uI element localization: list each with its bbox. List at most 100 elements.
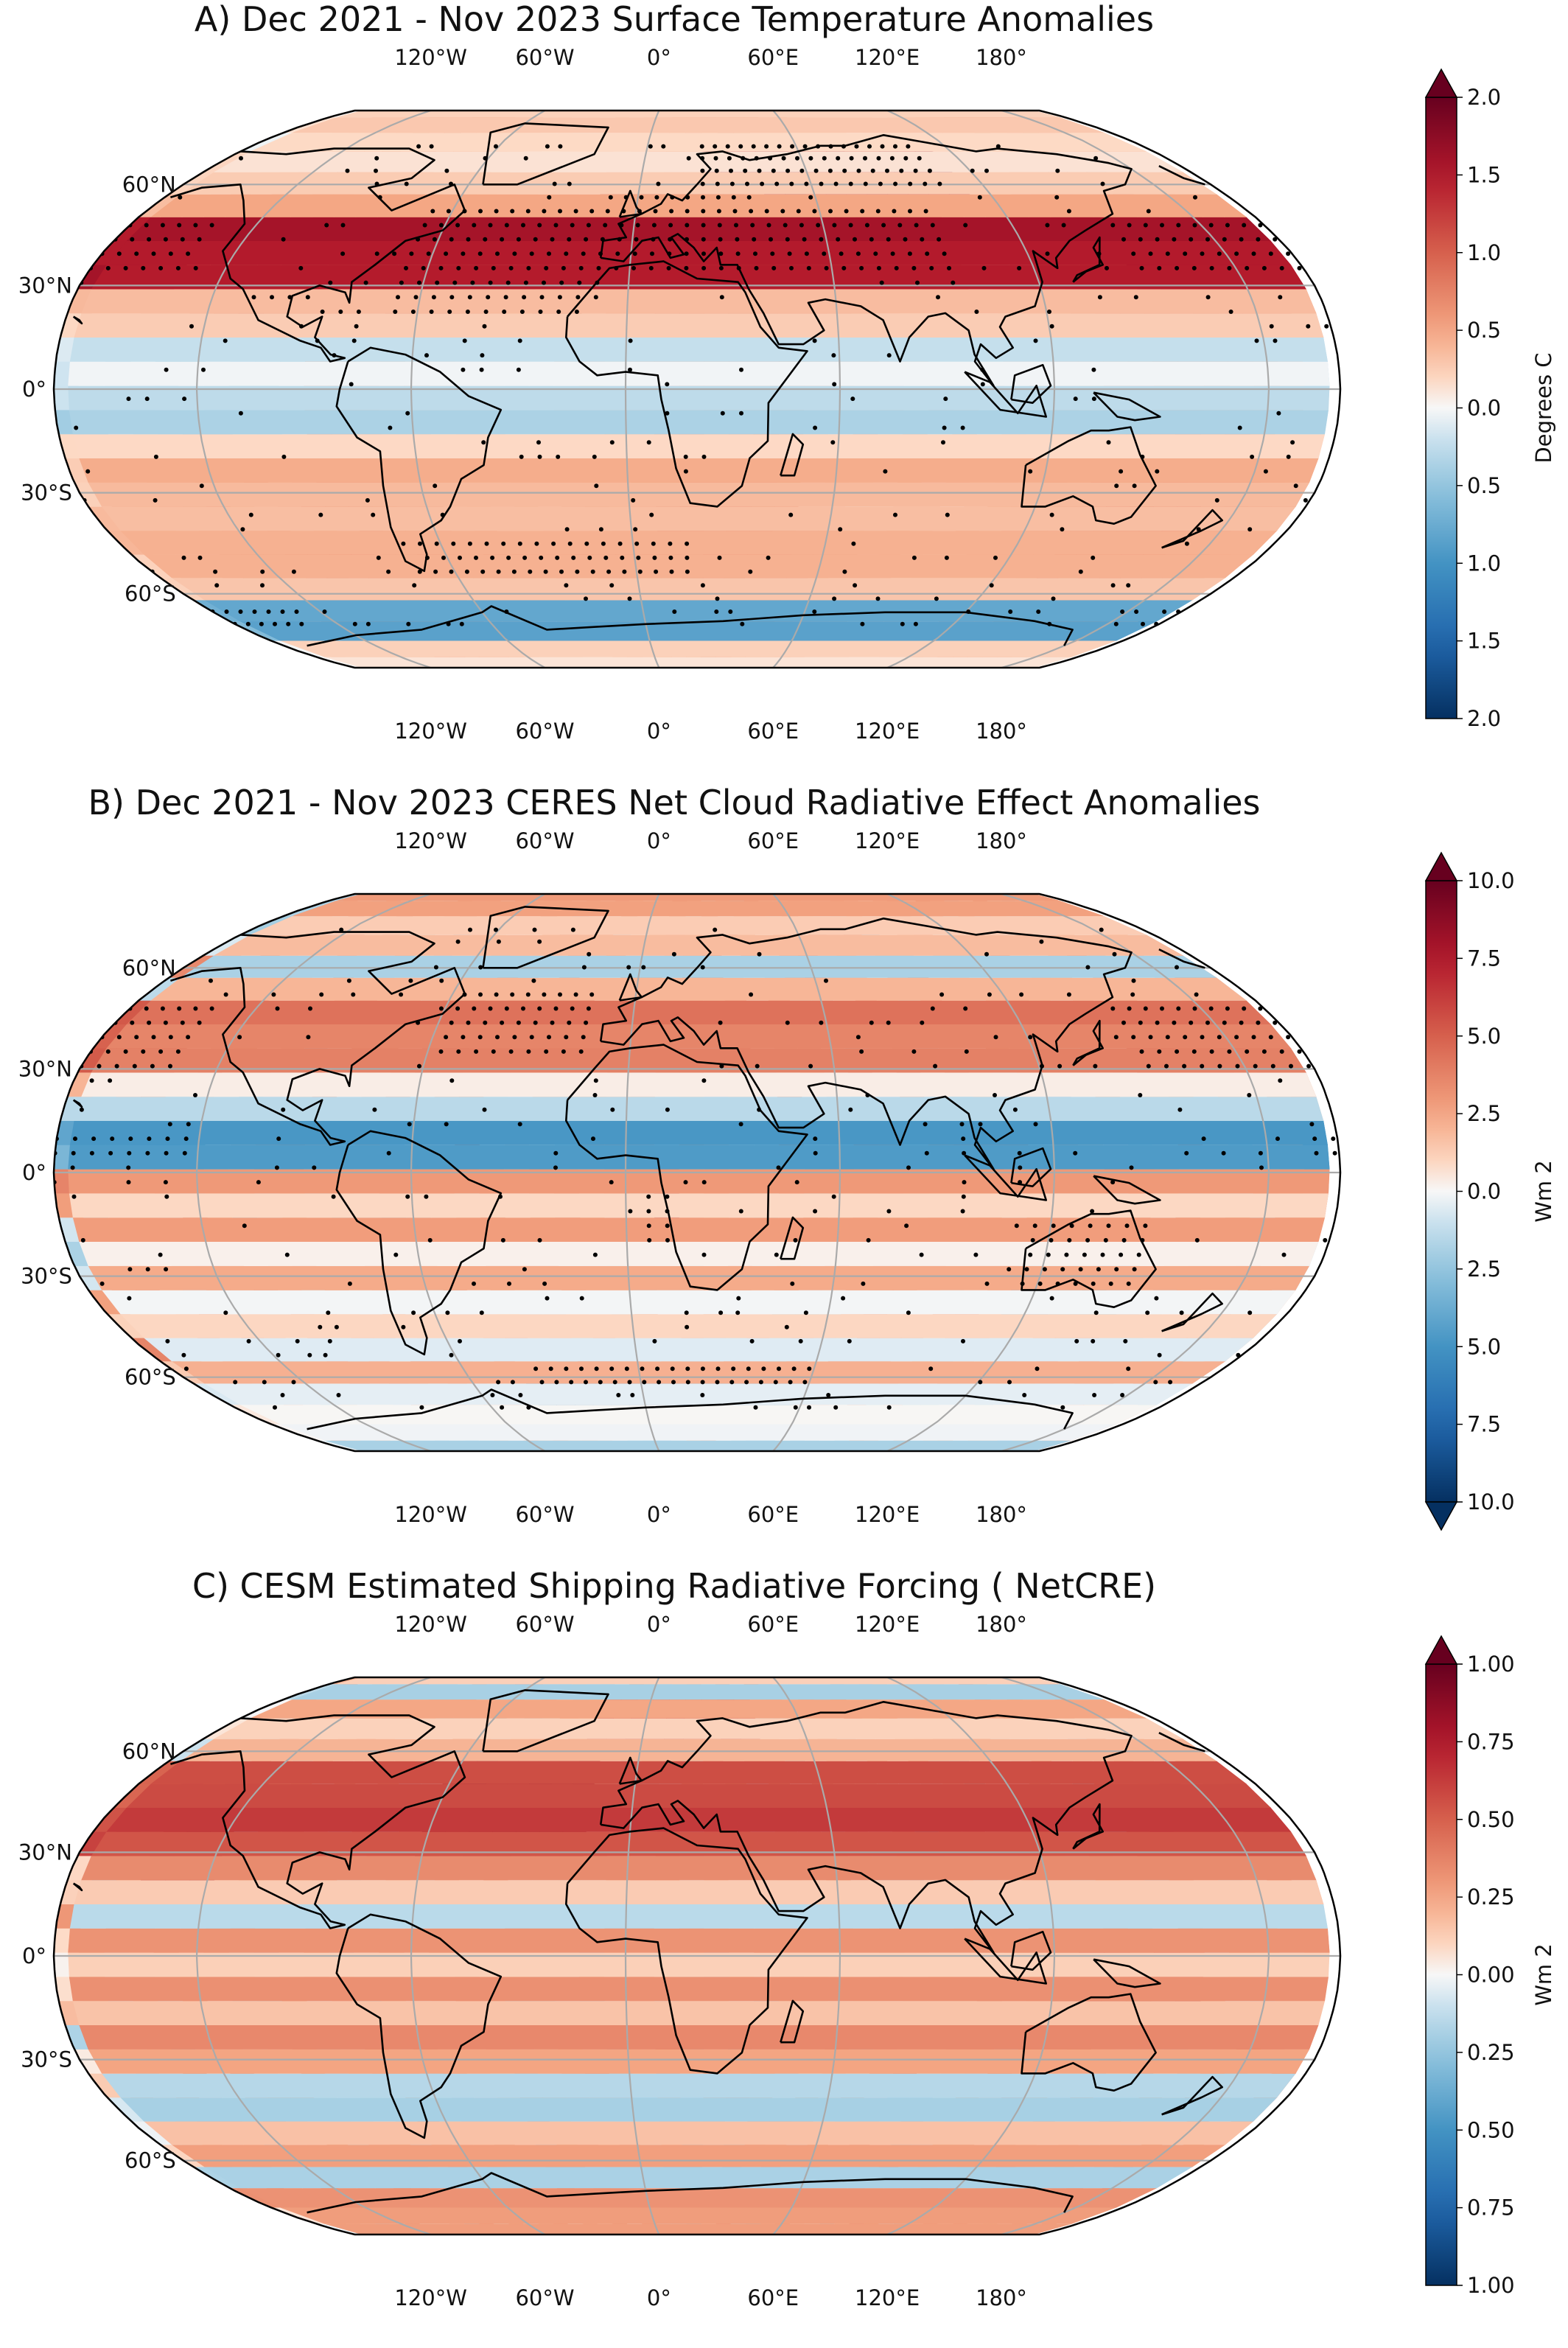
stipple-dot xyxy=(338,310,343,314)
stipple-dot xyxy=(1234,251,1239,256)
stipple-dot xyxy=(626,965,631,970)
stipple-dot xyxy=(312,1165,316,1170)
stipple-dot xyxy=(1200,1035,1205,1039)
stipple-dot xyxy=(803,144,808,149)
stipple-dot xyxy=(587,556,592,560)
stipple-dot xyxy=(168,1122,172,1126)
stipple-dot xyxy=(601,542,606,546)
stipple-dot xyxy=(1176,1007,1180,1011)
stipple-dot xyxy=(647,1238,651,1243)
stipple-dot xyxy=(1250,455,1254,459)
stipple-dot xyxy=(1127,1007,1132,1011)
stipple-dot xyxy=(554,1007,559,1011)
stipple-dot xyxy=(1192,1049,1197,1054)
stipple-dot xyxy=(869,1021,874,1025)
stipple-dot xyxy=(648,144,653,149)
stipple-dot xyxy=(447,310,452,314)
stipple-dot xyxy=(836,156,840,161)
stipple-dot xyxy=(1114,483,1119,488)
stipple-dot xyxy=(512,1035,517,1039)
stipple-dot xyxy=(375,251,379,256)
colorbar-tick-label: 0.5 xyxy=(1467,473,1501,498)
stipple-dot xyxy=(984,952,989,957)
stipple-dot xyxy=(1067,1238,1071,1243)
stipple-dot xyxy=(520,310,525,314)
stipple-dot xyxy=(609,195,613,200)
colorbar-bar xyxy=(1426,881,1457,1502)
stipple-dot xyxy=(524,281,528,285)
stipple-dot xyxy=(417,1064,421,1069)
stipple-dot xyxy=(1259,1165,1264,1170)
stipple-dot xyxy=(984,169,989,173)
stipple-dot xyxy=(439,266,444,270)
stipple-dot xyxy=(903,156,908,161)
stipple-dot xyxy=(625,1366,629,1371)
stipple-dot xyxy=(152,1035,156,1039)
stipple-dot xyxy=(1007,1380,1012,1384)
stipple-dot xyxy=(947,266,951,270)
stipple-dot xyxy=(478,965,483,970)
stipple-dot xyxy=(970,169,975,173)
stipple-dot xyxy=(881,223,886,228)
stipple-dot xyxy=(324,223,329,228)
stipple-dot xyxy=(1073,1151,1077,1156)
stipple-dot xyxy=(610,440,615,444)
stipple-dot xyxy=(421,266,426,270)
colorbar-extend-min xyxy=(1426,1502,1457,1530)
stipple-dot xyxy=(883,469,887,474)
stipple-dot xyxy=(1222,237,1227,242)
stipple-dot xyxy=(184,1136,189,1141)
stipple-dot xyxy=(865,1093,869,1097)
stipple-dot xyxy=(506,281,511,285)
stipple-dot xyxy=(951,281,955,285)
stipple-dot xyxy=(1242,223,1246,228)
stipple-dot xyxy=(474,556,478,560)
stipple-dot xyxy=(877,156,881,161)
stipple-dot xyxy=(568,542,573,546)
stipple-dot xyxy=(1270,324,1274,329)
stipple-dot xyxy=(813,1209,817,1214)
stipple-dot xyxy=(739,368,743,372)
stipple-dot xyxy=(819,237,823,242)
stipple-dot xyxy=(684,455,688,459)
stipple-dot xyxy=(547,251,551,256)
stipple-dot xyxy=(1127,223,1132,228)
stipple-dot xyxy=(164,368,169,372)
stipple-dot xyxy=(900,622,905,626)
stipple-dot xyxy=(961,1136,965,1141)
stipple-dot xyxy=(223,338,228,343)
stipple-dot xyxy=(531,979,536,983)
stipple-dot xyxy=(750,1339,755,1344)
stipple-dot xyxy=(865,223,869,228)
colorbar-tick-label: 0.0 xyxy=(1467,396,1501,421)
stipple-dot xyxy=(687,156,691,161)
heatmap-cell xyxy=(337,894,1060,901)
stipple-dot xyxy=(1183,1035,1187,1039)
stipple-dot xyxy=(670,570,674,574)
lat-label: 60°N xyxy=(122,172,176,197)
stipple-dot xyxy=(1091,1339,1095,1344)
stipple-dot xyxy=(158,1049,163,1054)
stipple-dot xyxy=(1088,1223,1093,1228)
stipple-dot xyxy=(152,251,156,256)
stipple-dot xyxy=(483,324,487,329)
stipple-dot xyxy=(458,1339,462,1344)
stipple-dot xyxy=(654,209,658,214)
stipple-dot xyxy=(1092,396,1096,401)
stipple-dot xyxy=(587,952,591,957)
stipple-dot xyxy=(108,1078,112,1083)
stipple-dot xyxy=(619,223,623,228)
stipple-dot xyxy=(561,266,566,270)
stipple-dot xyxy=(1184,1151,1189,1156)
stipple-dot xyxy=(181,1353,186,1358)
stipple-dot xyxy=(498,1195,503,1199)
stipple-dot xyxy=(906,1165,911,1170)
stipple-dot xyxy=(893,144,897,149)
stipple-dot xyxy=(270,295,274,299)
stipple-dot xyxy=(841,266,846,270)
stipple-dot xyxy=(788,251,792,256)
stipple-dot xyxy=(449,237,454,242)
stipple-dot xyxy=(911,266,916,270)
panel-b: B) Dec 2021 - Nov 2023 CERES Net Cloud R… xyxy=(0,783,1568,1565)
stipple-dot xyxy=(500,1021,504,1025)
